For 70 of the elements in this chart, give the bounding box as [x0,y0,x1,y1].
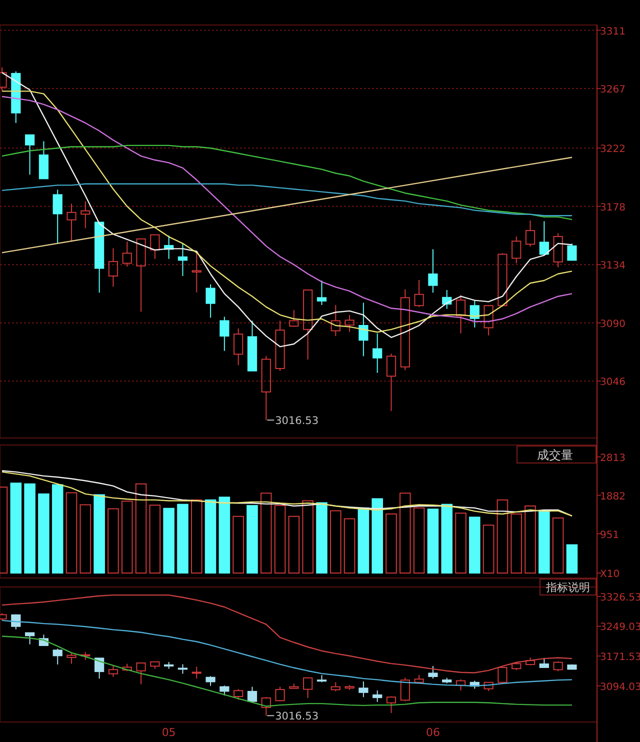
bar [413,507,425,574]
candlestick [66,203,76,242]
bar [204,499,216,574]
bar [10,482,22,574]
y-tick-label: 2813 [600,452,626,464]
bar [108,508,119,574]
y-tick-label: 3311 [600,26,626,38]
x-tick-label: 05 [162,726,176,739]
annotation: 3016.53 [275,710,319,723]
bar [455,512,466,574]
bar [316,502,328,574]
bar [386,513,397,574]
bar [482,524,494,574]
bar [441,504,453,574]
bar [358,507,370,574]
y-tick-label: 3090 [600,318,626,330]
bar [538,510,550,574]
bar [66,492,78,574]
chart-title: 成交量 [537,448,573,462]
bar [232,516,244,574]
candlestick [192,251,202,293]
candlestick [178,242,188,276]
y-tick-label: 3134 [600,260,626,272]
y-tick-label: 1882 [600,491,626,502]
bar [274,505,286,574]
candlestick [428,248,438,294]
bar [177,504,188,574]
candlestick [52,189,62,244]
bar [566,544,578,574]
bar [552,517,564,574]
bar [372,498,383,574]
bar [24,483,36,574]
y-tick-label: 3178 [600,202,626,214]
bar [344,518,356,574]
line-series [1,183,573,216]
bar [163,508,174,574]
bar [427,508,439,574]
candlestick [358,302,368,357]
annotation: 3016.53 [275,415,319,428]
line-series [1,144,573,220]
bar [288,516,300,574]
bar [260,492,272,574]
candlestick [108,248,118,288]
bar [330,510,342,574]
bar [496,499,508,574]
annotation: 指标说明 [545,581,590,594]
bar [469,516,480,574]
bar [94,494,105,574]
x-tick-label: 06 [426,726,440,739]
bar [246,505,258,574]
bar [218,496,230,574]
bar [149,504,161,574]
bar [38,493,50,574]
y-tick-label: 3222 [600,144,626,156]
bar [400,492,411,574]
candlestick [80,200,90,229]
bar [510,513,522,574]
line-series [1,636,573,707]
bar [52,484,64,574]
bar [135,483,147,574]
bar [80,504,92,574]
y-tick-label: 3046 [600,377,626,388]
y-tick-label: 3267 [600,84,626,96]
candlestick [372,332,382,374]
bar [121,500,133,574]
bar [190,499,202,574]
bar [524,505,536,574]
bar [302,500,314,574]
y-tick-label: X10 [600,569,620,580]
y-tick-label: 951 [600,530,620,541]
